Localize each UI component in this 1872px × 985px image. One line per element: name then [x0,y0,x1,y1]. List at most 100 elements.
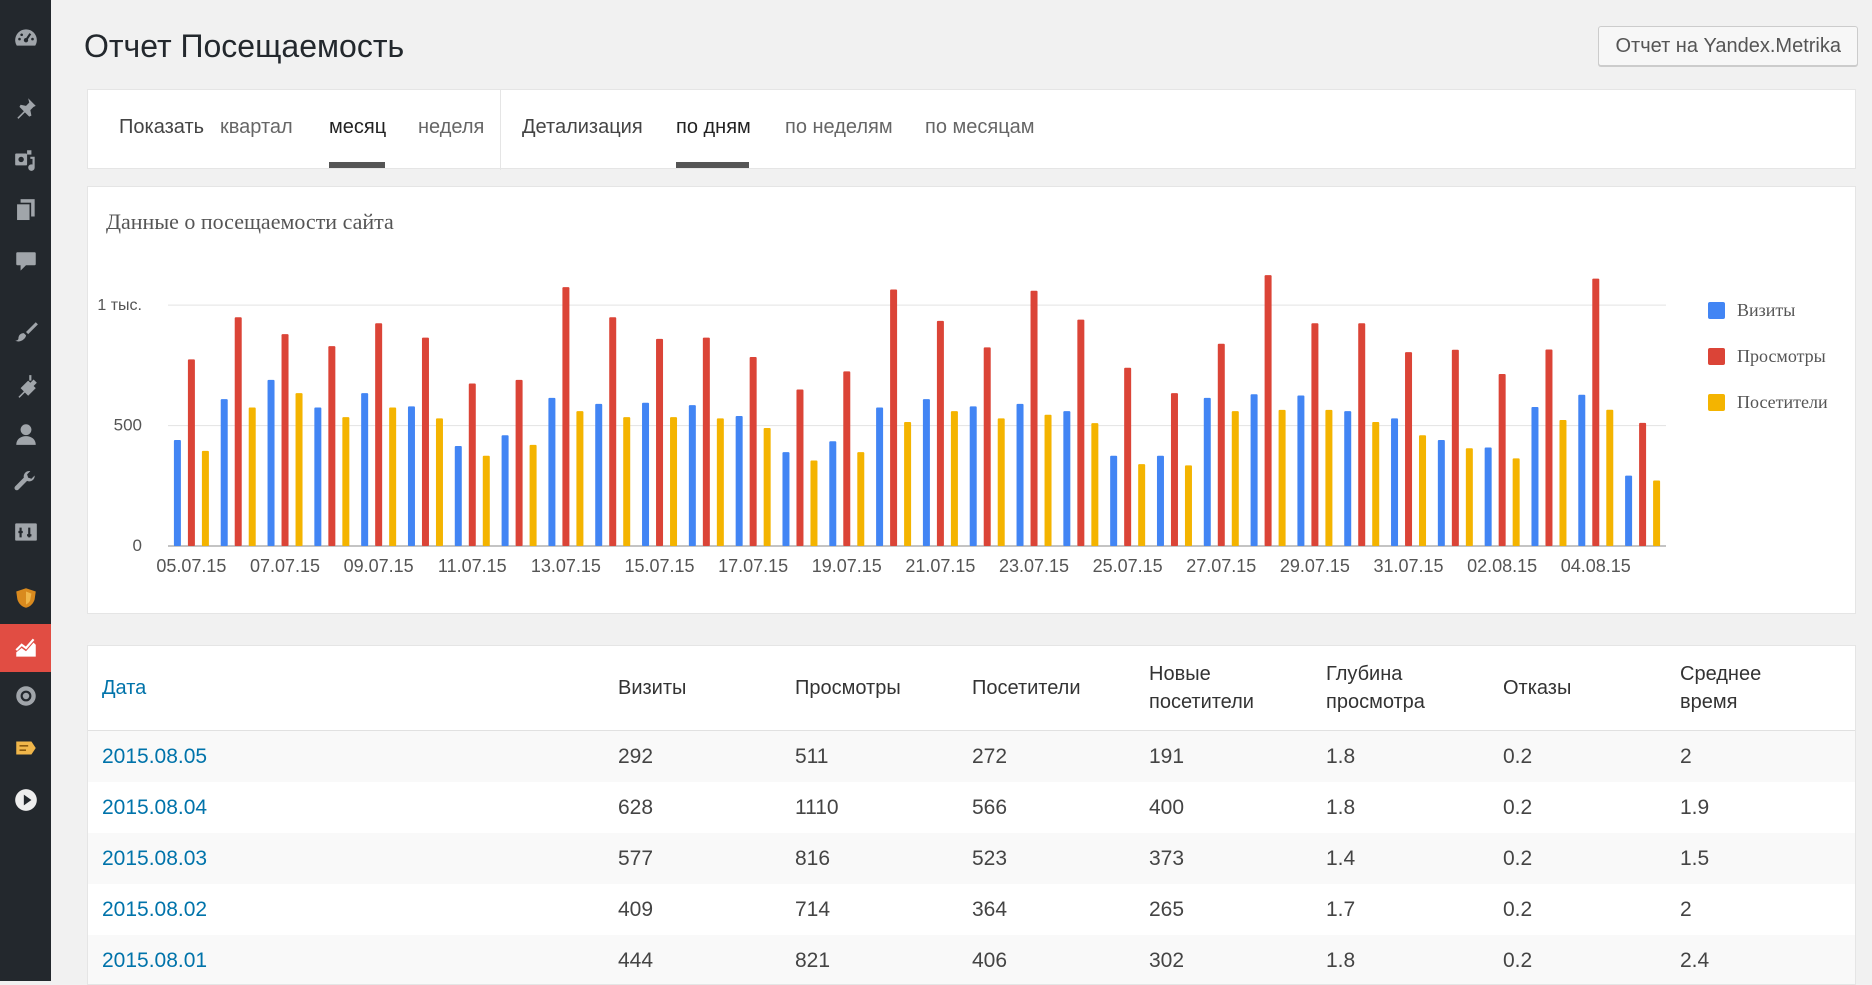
filter-divider [500,90,501,170]
x-tick-label: 15.07.15 [624,556,694,576]
bar-views [1170,393,1178,546]
traffic-chart-card: Данные о посещаемости сайта 0 500 1 тыс. 05… [87,186,1856,614]
row-visitors: 364 [972,897,1008,921]
bar-visits [1063,411,1071,546]
bar-visits [548,397,556,546]
bar-visits [735,415,743,546]
y-tick-label: 500 [114,416,142,435]
period-month-tab[interactable]: месяц [329,116,387,138]
bar-views [1639,422,1647,546]
metrika-stats-icon[interactable] [0,624,51,672]
bar-visits [642,402,650,546]
row-new-visitors: 191 [1149,730,1326,782]
bar-visits [314,407,322,546]
y-tick-label: 1 тыс. [97,297,142,314]
header-bounces: Отказы [1503,646,1680,731]
bar-visitors [1372,421,1380,546]
row-views: 511 [795,730,972,782]
header-new-visitors-line1: Новые [1149,663,1211,685]
row-bounces: 0.2 [1503,935,1680,984]
x-tick-label: 13.07.15 [531,556,601,576]
x-tick-label: 29.07.15 [1280,556,1350,576]
header-depth: Глубина просмотра [1326,646,1503,731]
chart-legend: Визиты Просмотры Посетители [1708,287,1828,425]
bar-visitors [529,444,537,546]
bar-visits [501,435,509,546]
row-avg-time: 2.4 [1680,935,1855,984]
table-row: 2015.08.05 292 511 272 191 1.8 0.2 2 [88,730,1855,782]
row-visits: 409 [618,897,654,921]
row-bounces: 0.2 [1503,897,1533,921]
row-avg-time: 1.9 [1680,795,1710,819]
bar-visits [173,440,181,546]
row-date-link[interactable]: 2015.08.04 [102,795,208,819]
users-icon[interactable] [0,410,51,458]
label-icon[interactable] [0,724,51,772]
period-week-tab[interactable]: неделя [418,116,485,138]
row-date-link[interactable]: 2015.08.02 [102,897,208,921]
bar-visits [1625,475,1633,546]
settings-icon[interactable] [0,508,51,556]
bar-visitors [623,417,631,546]
globe-icon[interactable] [0,672,51,720]
play-icon[interactable] [0,776,51,824]
bar-visitors [1419,435,1427,546]
header-date[interactable]: Дата [88,646,618,731]
bar-visitors [1653,480,1661,546]
header-visits: Визиты [618,646,795,731]
row-visitors: 406 [972,935,1149,984]
appearance-icon[interactable] [0,308,51,356]
legend-item-views[interactable]: Просмотры [1708,333,1828,379]
row-visitors: 566 [972,795,1008,819]
bar-views [375,323,383,546]
header-new-visitors-line2: посетители [1149,691,1254,713]
bar-visitors [716,418,724,546]
bar-views [983,347,991,546]
comments-icon[interactable] [0,238,51,286]
legend-label-visitors: Посетители [1737,391,1828,412]
period-quarter-tab[interactable]: квартал [220,116,293,138]
dashboard-icon[interactable] [0,14,51,62]
bar-views [1264,275,1272,546]
media-icon[interactable] [0,136,51,184]
legend-swatch-visits [1708,301,1725,319]
row-visits: 444 [618,935,795,984]
detail-by-week-tab[interactable]: по неделям [785,116,893,138]
table-header-row: Дата Визиты Просмотры Посетители Новые по… [88,646,1855,731]
legend-item-visits[interactable]: Визиты [1708,287,1828,333]
tools-icon[interactable] [0,458,51,506]
bar-visitors [295,393,303,546]
yandex-metrika-report-button[interactable]: Отчет на Yandex.Metrika [1598,26,1858,66]
bar-visits [1250,394,1258,546]
bar-visitors [1231,411,1239,546]
bar-visitors [1278,409,1286,546]
x-tick-label: 17.07.15 [718,556,788,576]
bar-visitors [1325,409,1333,546]
admin-sidebar [0,0,51,981]
x-tick-label: 27.07.15 [1186,556,1256,576]
row-depth: 1.8 [1326,935,1503,984]
bar-visitors [1044,414,1052,546]
pages-icon[interactable] [0,186,51,234]
bar-visitors [1559,420,1567,546]
detail-by-day-tab[interactable]: по дням [676,116,751,138]
row-visits: 577 [618,833,795,884]
row-date-link[interactable]: 2015.08.03 [88,833,618,884]
row-date-link[interactable]: 2015.08.05 [88,730,618,782]
shield-icon[interactable] [0,574,51,622]
plugins-icon[interactable] [0,362,51,410]
x-tick-label: 11.07.15 [438,556,507,576]
bar-views [796,389,804,546]
x-tick-label: 31.07.15 [1373,556,1443,576]
row-date-link[interactable]: 2015.08.01 [88,935,618,984]
bar-visits [1156,455,1164,546]
stats-table: Дата Визиты Просмотры Посетители Новые по… [88,646,1855,984]
bar-visitors [904,421,912,546]
legend-item-visitors[interactable]: Посетители [1708,379,1828,425]
row-bounces: 0.2 [1503,730,1680,782]
pin-icon[interactable] [0,84,51,132]
detail-by-month-tab[interactable]: по месяцам [925,116,1035,138]
row-avg-time: 2 [1680,730,1855,782]
bar-visits [1391,418,1399,546]
table-row: 2015.08.01 444 821 406 302 1.8 0.2 2.4 [88,935,1855,984]
